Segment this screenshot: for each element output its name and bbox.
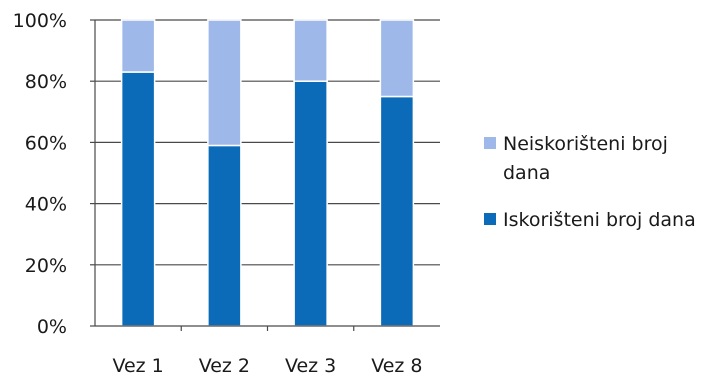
bars <box>120 19 415 327</box>
bar-segment-unused-1 <box>120 19 156 73</box>
x-tick-label: Vez 2 <box>199 355 250 376</box>
y-tick-label: 20% <box>25 255 67 277</box>
legend-label-unused: Neiskorišteni broj dana <box>503 133 668 184</box>
bar-segment-unused-2 <box>207 19 242 147</box>
y-tick-label: 80% <box>25 71 67 93</box>
x-tick-label: Vez 8 <box>371 355 422 376</box>
legend-label-used: Iskorišteni broj dana <box>503 209 696 231</box>
bar-segment-used-1 <box>120 71 156 327</box>
y-tick-label: 40% <box>25 194 67 216</box>
y-tick-label: 0% <box>37 316 67 338</box>
x-tick-label: Vez 3 <box>285 355 336 376</box>
y-axis-tick-labels: 0% 20% 40% 60% 80% 100% <box>13 10 67 338</box>
bar-segment-unused-3 <box>293 19 328 82</box>
legend-swatch-unused <box>484 137 496 149</box>
bar-segment-used-4 <box>379 95 415 327</box>
x-axis-tick-labels: Vez 1 Vez 2 Vez 3 Vez 8 <box>112 355 422 376</box>
legend: Neiskorišteni broj dana Iskorišteni broj d… <box>484 133 696 231</box>
x-tick-label: Vez 1 <box>112 355 163 376</box>
bar-segment-used-3 <box>293 80 328 327</box>
y-tick-label: 60% <box>25 132 67 154</box>
bar-segment-used-2 <box>207 144 242 327</box>
legend-swatch-used <box>484 213 496 225</box>
axes <box>90 19 440 331</box>
bar-segment-unused-4 <box>379 19 415 98</box>
y-tick-label: 100% <box>13 10 67 32</box>
